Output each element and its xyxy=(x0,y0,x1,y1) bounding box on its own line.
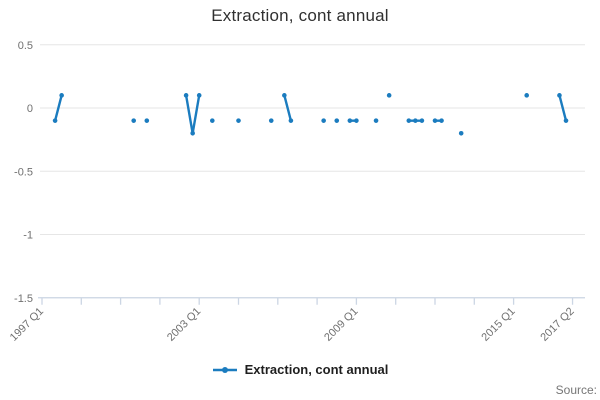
data-point[interactable] xyxy=(190,131,195,136)
data-point[interactable] xyxy=(268,118,274,123)
data-point[interactable] xyxy=(347,118,353,123)
y-axis-tick-label: -0.5 xyxy=(14,166,33,178)
y-axis-tick-label: 0.5 xyxy=(18,40,33,52)
legend-series-label: Extraction, cont annual xyxy=(244,362,389,377)
data-point[interactable] xyxy=(524,93,529,98)
data-point[interactable] xyxy=(563,118,569,123)
legend[interactable]: Extraction, cont annual xyxy=(0,362,600,377)
x-axis-tick-label: 1997 Q1 xyxy=(8,305,46,343)
data-point[interactable] xyxy=(373,118,379,123)
x-axis-tick-label: 2003 Q1 xyxy=(165,305,203,343)
data-point[interactable] xyxy=(419,118,425,123)
series-line-segment xyxy=(558,94,568,122)
series-line-segment xyxy=(283,94,293,122)
data-point[interactable] xyxy=(439,118,444,123)
series-line-segment xyxy=(184,94,194,135)
data-point[interactable] xyxy=(406,118,412,123)
data-point[interactable] xyxy=(413,118,418,123)
data-point[interactable] xyxy=(183,93,189,98)
data-point[interactable] xyxy=(432,118,438,123)
data-point[interactable] xyxy=(334,118,340,123)
data-point[interactable] xyxy=(458,131,464,136)
data-point[interactable] xyxy=(354,118,359,123)
y-axis-tick-label: -1 xyxy=(23,230,33,242)
data-point[interactable] xyxy=(59,93,64,98)
data-point[interactable] xyxy=(282,93,287,98)
data-point[interactable] xyxy=(144,118,150,123)
data-point[interactable] xyxy=(321,118,326,123)
source-caption: Source: xyxy=(555,383,597,397)
data-point[interactable] xyxy=(288,118,294,123)
y-axis-tick-label: 0 xyxy=(27,103,33,115)
data-point[interactable] xyxy=(131,118,136,123)
x-axis-tick-label: 2009 Q1 xyxy=(322,305,360,343)
x-axis-tick-label: 2017 Q2 xyxy=(538,305,576,343)
legend-series-marker-icon xyxy=(212,366,237,373)
chart-title: Extraction, cont annual xyxy=(211,6,389,25)
data-point[interactable] xyxy=(386,93,392,98)
series-line-segment xyxy=(191,94,201,135)
series-line-segment xyxy=(53,94,63,122)
data-point[interactable] xyxy=(210,118,215,123)
data-point[interactable] xyxy=(196,93,202,98)
data-point[interactable] xyxy=(557,93,562,98)
data-point[interactable] xyxy=(236,118,241,123)
y-axis-tick-label: -1.5 xyxy=(14,293,33,305)
x-axis-tick-label: 2015 Q1 xyxy=(479,305,517,343)
data-point[interactable] xyxy=(52,118,58,123)
